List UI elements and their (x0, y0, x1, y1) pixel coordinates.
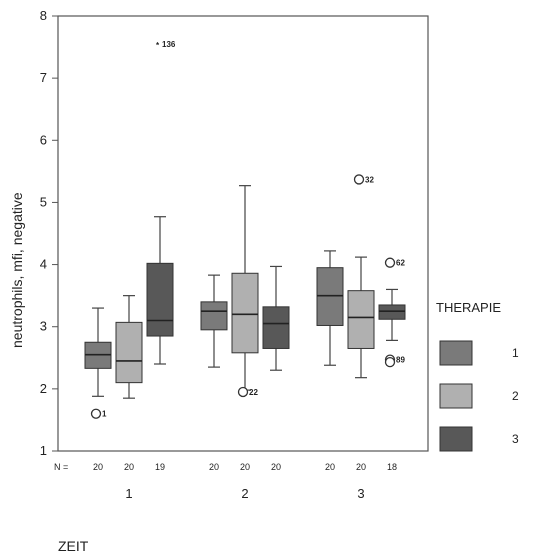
box-series (84, 185, 406, 399)
box-group-3-therapie-2 (347, 256, 375, 379)
legend-label: 3 (512, 432, 519, 446)
y-tick-label: 6 (40, 132, 47, 147)
outlier-label: 89 (396, 356, 405, 365)
legend-swatch (439, 426, 473, 452)
y-axis: 1 2 3 4 5 6 7 8 (40, 8, 58, 458)
outlier-label: 1 (102, 410, 107, 419)
box-body (316, 267, 344, 326)
n-count-label: 20 (271, 462, 281, 472)
outlier-circle (384, 356, 396, 368)
outlier-label: 32 (365, 175, 374, 184)
x-axis-title: ZEIT (58, 538, 89, 554)
outlier-points: 1 * 136 22 32 62 89 (90, 40, 405, 419)
n-count-label: 20 (209, 462, 219, 472)
box-group-3-therapie-3 (378, 288, 406, 341)
box-body (378, 304, 406, 320)
box-group-2-therapie-2 (231, 185, 259, 391)
box-group-1-therapie-1 (84, 307, 112, 397)
outlier-star: * (156, 41, 160, 50)
outlier-label: 62 (396, 259, 405, 268)
box-body (200, 301, 228, 331)
n-count-label: 20 (124, 462, 134, 472)
box-body (115, 321, 143, 384)
y-tick-label: 5 (40, 194, 47, 209)
outlier-circle (90, 408, 102, 419)
legend-swatch (439, 383, 473, 409)
n-count-label: 18 (387, 462, 397, 472)
legend-label: 1 (512, 346, 519, 360)
y-tick-label: 7 (40, 70, 47, 85)
n-count-label: 19 (155, 462, 165, 472)
box-group-2-therapie-3 (262, 265, 290, 371)
box-body (262, 306, 290, 349)
y-tick-label: 4 (40, 257, 47, 272)
box-group-2-therapie-1 (200, 274, 228, 368)
legend: THERAPIE 1 2 3 (436, 300, 519, 452)
n-count-label: 20 (325, 462, 335, 472)
x-axis-group-labels: 1 2 3 (125, 486, 364, 501)
y-tick-label: 3 (40, 319, 47, 334)
n-count-row: N = 20 20 19 20 20 20 20 20 18 (54, 462, 397, 472)
y-tick-label: 2 (40, 381, 47, 396)
x-group-label: 2 (241, 486, 248, 501)
box-body (347, 290, 375, 349)
outlier-circle (384, 257, 396, 268)
y-tick-label: 1 (40, 443, 47, 458)
outlier-circle (237, 386, 249, 398)
x-group-label: 1 (125, 486, 132, 501)
n-count-label: 20 (356, 462, 366, 472)
box-group-3-therapie-1 (316, 250, 344, 366)
y-tick-label: 8 (40, 8, 47, 23)
outlier-circle (353, 174, 365, 185)
box-group-1-therapie-2 (115, 295, 143, 399)
n-prefix-label: N = (54, 462, 68, 472)
n-count-label: 20 (240, 462, 250, 472)
n-count-label: 20 (93, 462, 103, 472)
box-body (231, 272, 259, 354)
outlier-label: 22 (249, 388, 258, 397)
plot-frame (57, 15, 429, 452)
legend-swatch (439, 340, 473, 366)
legend-label: 2 (512, 389, 519, 403)
x-group-label: 3 (357, 486, 364, 501)
outlier-label: 136 (162, 40, 176, 49)
legend-title: THERAPIE (436, 300, 501, 315)
y-axis-title: neutrophils, mfi, negative (9, 192, 25, 348)
box-body (146, 262, 174, 337)
box-group-1-therapie-3 (146, 216, 174, 365)
